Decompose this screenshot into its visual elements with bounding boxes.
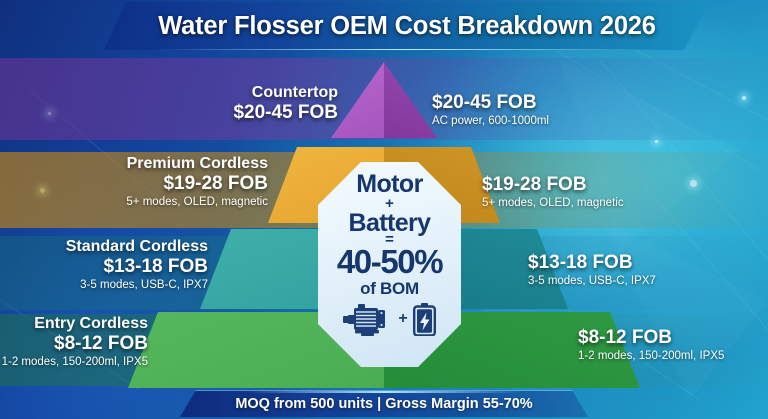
tier-price: $8-12 FOB — [54, 333, 148, 355]
tier-spec: 1-2 modes, 150-200ml, IPX5 — [578, 349, 725, 362]
pyramid-tier-countertop[interactable] — [331, 62, 437, 138]
badge-icon-row: + — [343, 302, 436, 336]
tier-spec: 5+ modes, OLED, magnetic — [482, 196, 624, 209]
badge-of-bom-label: of BOM — [360, 278, 419, 298]
tier-label-left-standard-cordless: Standard Cordless $13-18 FOB 3-5 modes, … — [66, 238, 208, 293]
center-badge: Motor + Battery = 40-50% of BOM — [318, 162, 461, 367]
tier-detail-right-countertop: $20-45 FOB AC power, 600-1000ml — [432, 92, 549, 129]
badge-plus-symbol: + — [385, 195, 394, 212]
page-title: Water Flosser OEM Cost Breakdown 2026 — [158, 11, 656, 40]
tier-label-left-countertop: Countertop $20-45 FOB — [233, 84, 338, 124]
motor-icon — [343, 303, 386, 336]
badge-icon-separator: + — [398, 310, 408, 328]
tier-name: Standard Cordless — [65, 238, 208, 255]
tier-spec: 3-5 modes, USB-C, IPX7 — [80, 278, 208, 291]
tier-price: $13-18 FOB — [103, 256, 208, 278]
badge-percent-value: 40-50% — [336, 243, 444, 280]
tier-name: Countertop — [251, 84, 338, 101]
badge-equals-symbol: = — [385, 231, 394, 248]
tier-price: $19-28 FOB — [482, 174, 587, 195]
tier-price: $19-28 FOB — [163, 173, 268, 195]
footer-bar: MOQ from 500 units | Gross Margin 55-70% — [180, 390, 588, 417]
tier-name: Entry Cordless — [34, 315, 148, 332]
tier-label-left-entry-cordless: Entry Cordless $8-12 FOB 1-2 modes, 150-… — [2, 315, 148, 370]
title-bar: Water Flosser OEM Cost Breakdown 2026 — [104, 2, 710, 50]
tier-label-left-premium-cordless: Premium Cordless $19-28 FOB 5+ modes, OL… — [126, 155, 268, 210]
tier-price: $20-45 FOB — [432, 92, 537, 113]
tier-spec: AC power, 600-1000ml — [432, 114, 549, 127]
badge-line-motor: Motor — [356, 170, 423, 198]
background-spark — [655, 140, 658, 143]
tier-spec: 3-5 modes, USB-C, IPX7 — [528, 274, 656, 287]
tier-name: Premium Cordless — [126, 155, 268, 172]
battery-icon — [412, 302, 436, 336]
tier-price: $13-18 FOB — [528, 252, 633, 273]
tier-price: $8-12 FOB — [578, 327, 672, 348]
tier-detail-right-premium-cordless: $19-28 FOB 5+ modes, OLED, magnetic — [482, 174, 624, 211]
tier-detail-right-entry-cordless: $8-12 FOB 1-2 modes, 150-200ml, IPX5 — [578, 327, 724, 364]
tier-spec: 5+ modes, OLED, magnetic — [126, 195, 268, 208]
badge-line-battery: Battery — [348, 209, 432, 237]
tier-price: $20-45 FOB — [233, 102, 338, 124]
tier-detail-right-standard-cordless: $13-18 FOB 3-5 modes, USB-C, IPX7 — [528, 252, 656, 289]
tier-spec: 1-2 modes, 150-200ml, IPX5 — [1, 355, 148, 368]
footer-text: MOQ from 500 units | Gross Margin 55-70% — [235, 396, 533, 412]
